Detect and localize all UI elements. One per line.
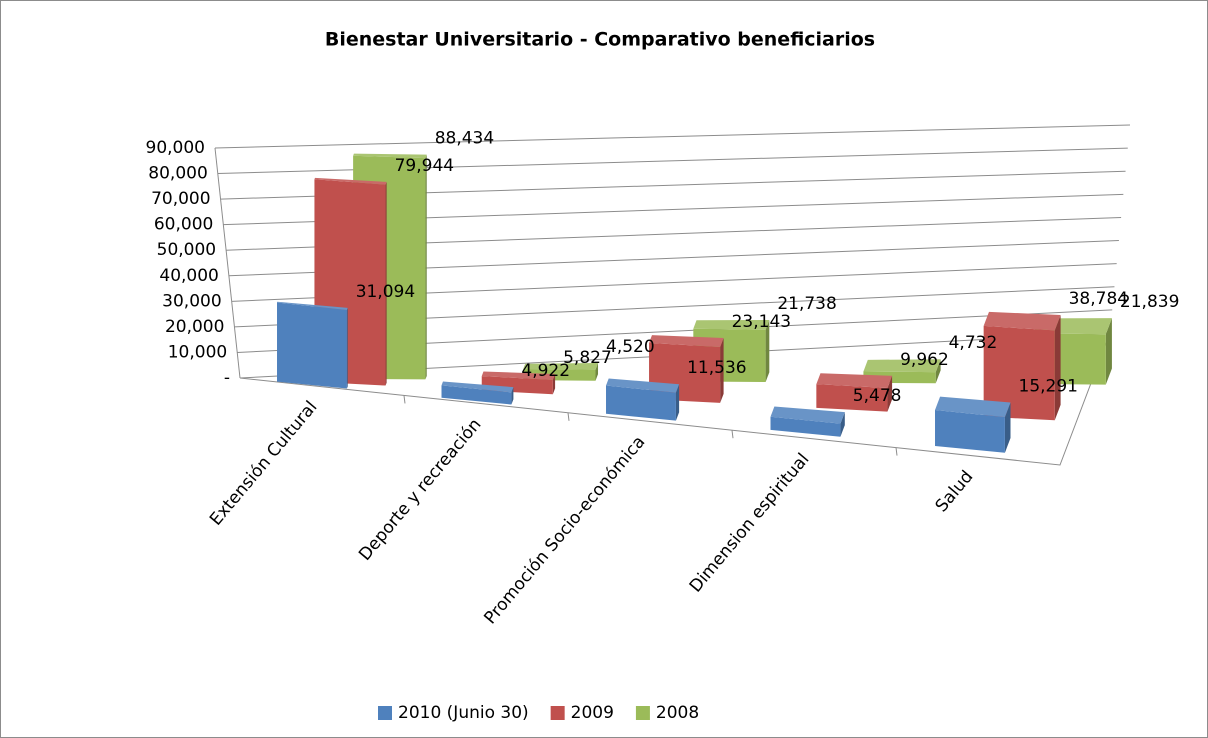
- y-tick-label: 60,000: [154, 215, 213, 235]
- bar: [441, 381, 514, 405]
- bar-side: [1105, 318, 1112, 385]
- y-tick-label: 70,000: [151, 189, 210, 209]
- bar-top: [770, 406, 845, 424]
- data-label: 15,291: [1019, 376, 1078, 396]
- bar-top: [935, 396, 1011, 418]
- y-tick-label: 80,000: [148, 164, 207, 184]
- grid-line: [214, 124, 1131, 149]
- bar-front: [441, 385, 512, 405]
- bar-top: [353, 153, 427, 159]
- legend-label: 2009: [571, 703, 614, 723]
- bar-side: [552, 373, 556, 395]
- bar-side: [1054, 315, 1061, 421]
- legend-label: 2010 (Junio 30): [398, 703, 529, 723]
- bar-top: [523, 362, 599, 370]
- bar-side: [935, 359, 941, 384]
- x-tick: [567, 412, 570, 421]
- x-tick: [895, 447, 898, 456]
- bar-top: [816, 373, 893, 389]
- data-label: 11,536: [687, 358, 746, 378]
- bar-front: [935, 410, 1005, 453]
- bar-side: [346, 307, 348, 389]
- data-label: 38,784: [1069, 289, 1128, 309]
- bar-side: [595, 362, 599, 381]
- bar-side: [675, 384, 680, 421]
- value-axis: [214, 147, 241, 379]
- legend-swatch: [635, 706, 650, 720]
- bar-side: [765, 319, 770, 383]
- bar-side: [887, 375, 893, 412]
- y-tick-label: 10,000: [168, 342, 227, 362]
- legend-swatch: [550, 706, 565, 720]
- data-label: 21,839: [1120, 292, 1179, 312]
- bar-side: [385, 181, 387, 386]
- data-label: 21,738: [777, 294, 836, 314]
- bar-top: [983, 311, 1061, 331]
- bar: [770, 406, 845, 437]
- legend-label: 2008: [656, 703, 699, 723]
- bar-front: [606, 385, 676, 421]
- bar-top: [693, 319, 770, 330]
- bar-top: [863, 359, 941, 373]
- bar: [983, 311, 1061, 421]
- bar-side: [840, 412, 845, 437]
- y-tick-label: 30,000: [162, 291, 221, 311]
- data-label: 9,962: [900, 350, 949, 370]
- y-tick-label: 40,000: [159, 266, 218, 286]
- data-label: 4,732: [949, 333, 998, 353]
- data-label: 79,944: [395, 156, 454, 176]
- bar-side: [425, 154, 427, 380]
- data-label: 4,922: [521, 361, 570, 381]
- bar-front: [277, 302, 347, 389]
- bar-side: [511, 387, 514, 405]
- data-label: 5,827: [563, 348, 612, 368]
- bar: [277, 301, 348, 389]
- x-tick: [403, 395, 406, 404]
- bar-top: [481, 371, 556, 380]
- bar: [606, 378, 680, 421]
- chart-title: Bienestar Universitario - Comparativo be…: [325, 29, 875, 51]
- bar-top: [277, 301, 348, 310]
- bar-top: [314, 177, 387, 185]
- x-tick: [731, 430, 734, 439]
- bar-side: [720, 337, 724, 403]
- y-tick-label: 20,000: [165, 317, 224, 337]
- data-label: 5,478: [853, 386, 902, 406]
- data-label: 23,143: [732, 312, 791, 332]
- bar-top: [649, 335, 724, 348]
- legend-swatch: [378, 706, 392, 720]
- y-tick-label: 90,000: [146, 138, 205, 158]
- bar: [816, 373, 893, 412]
- bar-top: [606, 378, 680, 393]
- data-label: 4,520: [606, 337, 655, 357]
- y-tick-label: 50,000: [157, 240, 216, 260]
- bar-front: [816, 384, 888, 412]
- bar-top: [441, 381, 514, 393]
- bar-front: [983, 325, 1055, 421]
- bar-front: [770, 416, 841, 437]
- data-label: 88,434: [435, 129, 494, 149]
- y-tick-label: -: [224, 368, 230, 388]
- data-label: 31,094: [356, 282, 415, 302]
- bar-side: [1004, 402, 1011, 453]
- bar: [935, 396, 1011, 453]
